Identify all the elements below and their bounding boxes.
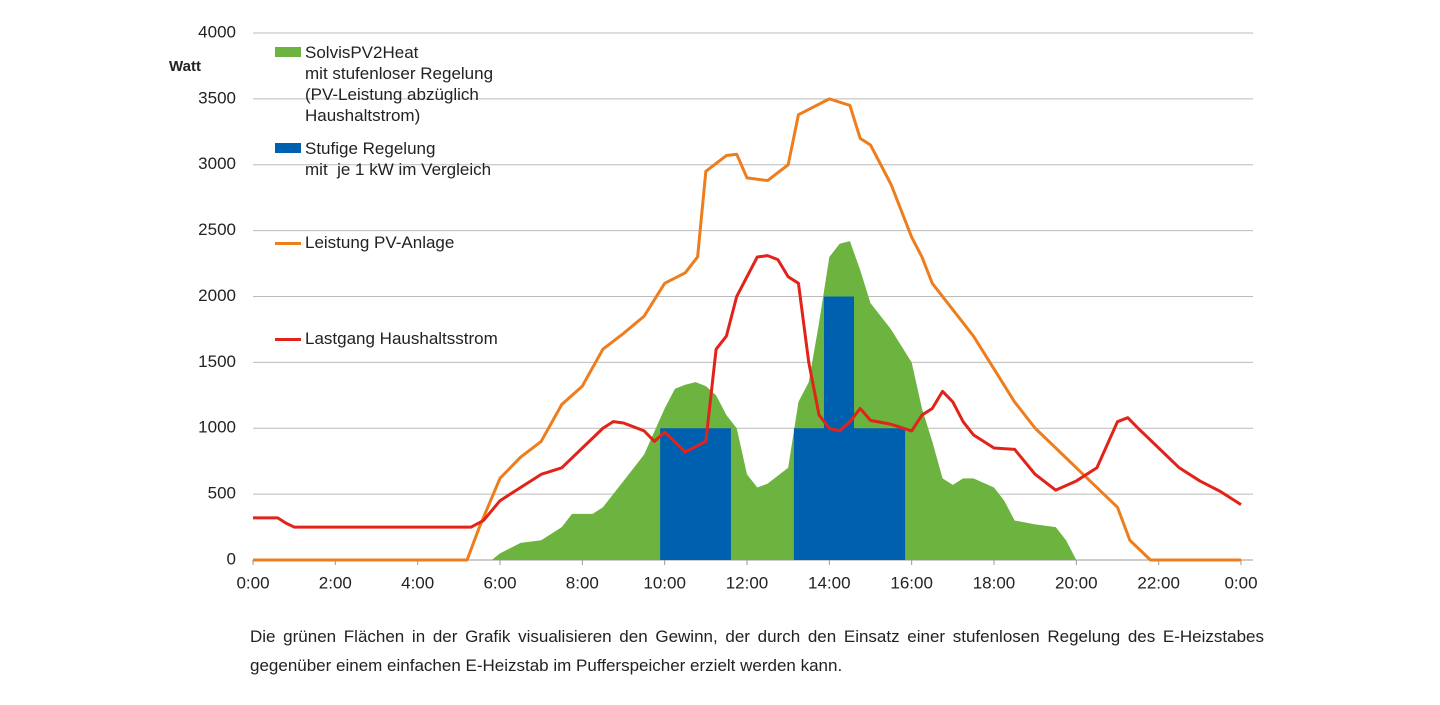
y-tick-label: 500 [208, 484, 236, 503]
legend-label: SolvisPV2Heat mit stufenloser Regelung (… [305, 43, 494, 125]
x-tick-label: 2:00 [319, 573, 352, 592]
y-axis-label: Watt [169, 58, 201, 75]
legend-label: Leistung PV-Anlage [305, 233, 455, 252]
y-tick-label: 3500 [198, 88, 236, 107]
grid [253, 32, 1253, 561]
legend-swatch [275, 242, 301, 245]
step-bar [660, 428, 731, 560]
x-tick-label: 6:00 [483, 573, 516, 592]
x-tick-label: 0:00 [236, 573, 269, 592]
step-bar [793, 428, 824, 560]
legend-label: Stufige Regelung mit je 1 kW im Vergleic… [305, 139, 492, 179]
legend-label: Lastgang Haushaltsstrom [305, 329, 498, 348]
x-tick-label: 20:00 [1055, 573, 1098, 592]
y-tick-label: 0 [227, 549, 236, 568]
y-tick-label: 3000 [198, 154, 236, 173]
line [253, 254, 1242, 529]
area [491, 241, 1077, 561]
y-tick-label: 4000 [198, 22, 236, 41]
y-tick-label: 1000 [198, 418, 236, 437]
x-tick-label: 10:00 [643, 573, 686, 592]
step-bar [854, 428, 906, 560]
legend-swatch [275, 47, 301, 57]
y-tick-label: 2500 [198, 220, 236, 239]
x-tick-label: 14:00 [808, 573, 851, 592]
chart: Watt 0 500 1000 1500 2000 2500 3000 3500 4000 0:0… [169, 22, 1258, 592]
x-tick-label: 8:00 [566, 573, 599, 592]
x-tick-label: 12:00 [726, 573, 769, 592]
legend-swatch [275, 143, 301, 153]
caption: Die grünen Flächen in der Grafik visuali… [250, 627, 1264, 675]
y-tick-label: 2000 [198, 286, 236, 305]
x-tick-label: 16:00 [890, 573, 933, 592]
x-tick-label: 0:00 [1224, 573, 1257, 592]
x-tick-label: 4:00 [401, 573, 434, 592]
x-tick-label: 18:00 [973, 573, 1016, 592]
line [253, 97, 1241, 562]
y-tick-label: 1500 [198, 352, 236, 371]
x-tick-label: 22:00 [1137, 573, 1180, 592]
legend-swatch [275, 338, 301, 341]
